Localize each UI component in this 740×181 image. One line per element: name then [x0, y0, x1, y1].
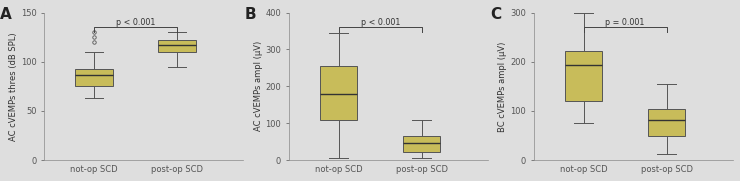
Bar [158, 40, 195, 52]
Text: A: A [0, 7, 12, 22]
Bar [320, 66, 357, 120]
Y-axis label: AC cVEMPs thres (dB SPL): AC cVEMPs thres (dB SPL) [9, 32, 18, 141]
Y-axis label: BC cVEMPs ampl (μV): BC cVEMPs ampl (μV) [499, 41, 508, 132]
Bar [565, 51, 602, 101]
Y-axis label: AC cVEMPs ampl (μV): AC cVEMPs ampl (μV) [254, 41, 263, 131]
Text: B: B [245, 7, 257, 22]
Text: p = 0.001: p = 0.001 [605, 18, 645, 27]
Bar [648, 110, 685, 136]
Text: p < 0.001: p < 0.001 [360, 18, 400, 27]
Text: p < 0.001: p < 0.001 [115, 18, 155, 27]
Bar [403, 136, 440, 152]
Bar [75, 69, 112, 86]
Text: C: C [490, 7, 501, 22]
